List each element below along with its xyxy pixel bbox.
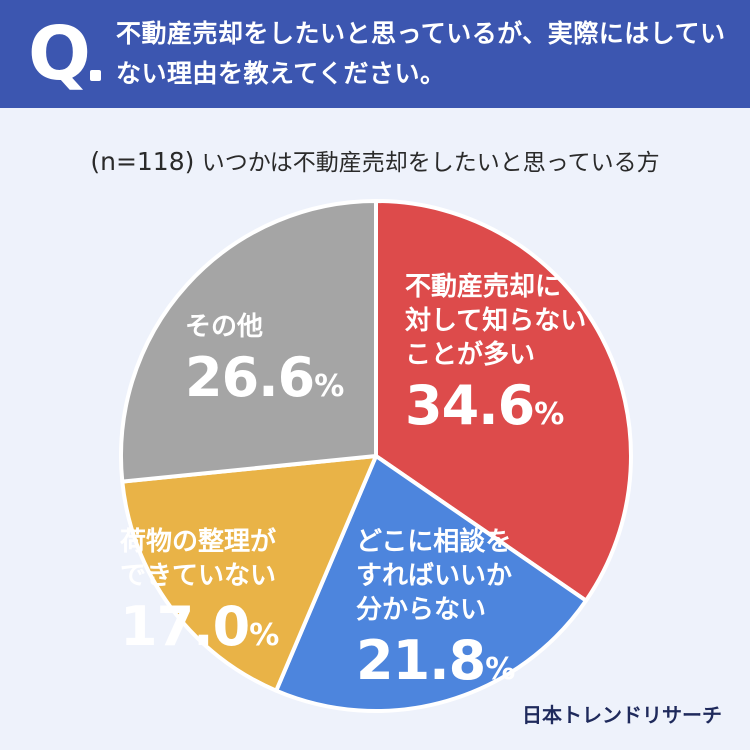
chart-subtitle: (n=118) いつかは不動産売却をしたいと思っている方 — [0, 145, 750, 180]
slice-label-3: その他 26.6% — [185, 310, 344, 417]
question-header: Q 不動産売却をしたいと思っているが、実際にはしていない理由を教えてください。 — [0, 0, 750, 108]
pie-slice-1 — [274, 454, 589, 713]
sample-size: (n=118) — [90, 147, 195, 176]
slice-value-1-unit: % — [485, 652, 515, 687]
slice-label-0-line-2: ことが多い — [405, 340, 536, 370]
slice-label-3-line-0: その他 — [185, 312, 264, 342]
slice-value-0: 34.6% — [405, 376, 586, 445]
pie-slice-2 — [120, 454, 378, 693]
slice-value-1: 21.8% — [356, 629, 515, 700]
slice-value-2-number: 17.0 — [120, 595, 250, 658]
brand-logo: 日本トレンドリサーチ — [522, 703, 722, 727]
slice-value-3-number: 26.6 — [185, 346, 315, 409]
slice-label-1-line-2: 分からない — [356, 595, 487, 625]
q-mark: Q — [28, 11, 91, 97]
slice-value-1-number: 21.8 — [356, 629, 486, 692]
slice-value-0-number: 34.6 — [405, 374, 535, 437]
slice-label-1-line-0: どこに相談を — [356, 527, 512, 557]
slice-label-2-line-1: できていない — [120, 561, 277, 591]
slice-label-2: 荷物の整理が できていない 17.0% — [120, 525, 279, 666]
slice-label-0-line-0: 不動産売却に — [405, 272, 562, 302]
slice-label-0: 不動産売却に 対して知らない ことが多い 34.6% — [405, 270, 586, 445]
pie-slice-0 — [374, 199, 633, 603]
respondent-description: いつかは不動産売却をしたいと思っている方 — [201, 150, 660, 176]
slice-value-3: 26.6% — [185, 346, 344, 417]
pie-slice-3 — [119, 199, 378, 484]
slice-value-0-unit: % — [534, 397, 564, 432]
slice-label-1: どこに相談を すればいいか 分からない 21.8% — [356, 525, 515, 700]
question-text: 不動産売却をしたいと思っているが、実際にはしていない理由を教えてください。 — [116, 19, 726, 88]
slice-label-1-line-1: すればいいか — [356, 561, 513, 591]
q-dot-icon — [90, 70, 101, 81]
slice-label-2-line-0: 荷物の整理が — [120, 527, 277, 557]
slice-label-0-line-1: 対して知らない — [405, 306, 587, 336]
slice-value-2-unit: % — [249, 618, 279, 653]
slice-value-2: 17.0% — [120, 595, 279, 666]
slice-value-3-unit: % — [314, 369, 344, 404]
